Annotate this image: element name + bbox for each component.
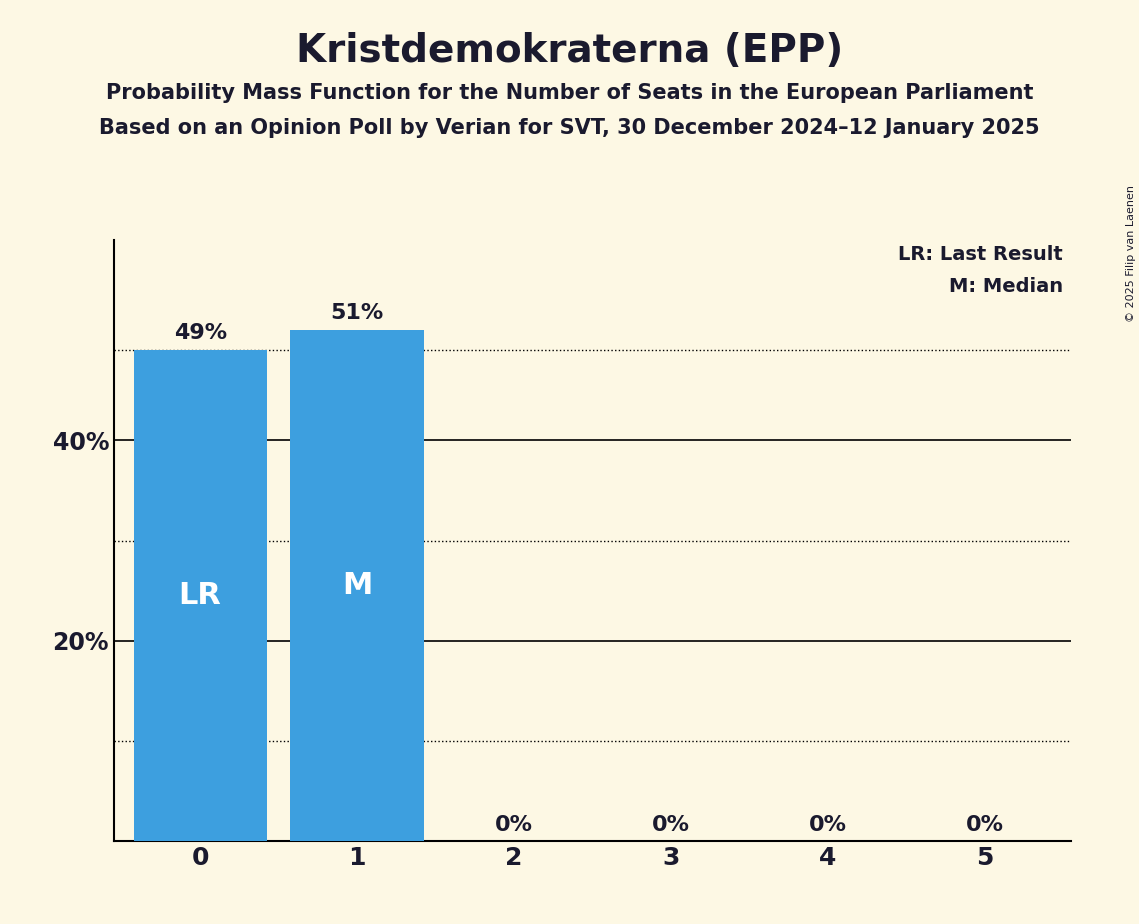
Text: Kristdemokraterna (EPP): Kristdemokraterna (EPP) [296, 32, 843, 70]
Text: LR: Last Result: LR: Last Result [898, 245, 1063, 264]
Text: 0%: 0% [652, 815, 690, 835]
Text: Based on an Opinion Poll by Verian for SVT, 30 December 2024–12 January 2025: Based on an Opinion Poll by Verian for S… [99, 118, 1040, 139]
Bar [133, 350, 267, 841]
Text: M: Median: M: Median [949, 277, 1063, 297]
Text: 0%: 0% [966, 815, 1003, 835]
Bar [290, 330, 424, 841]
Text: 0%: 0% [809, 815, 846, 835]
Text: © 2025 Filip van Laenen: © 2025 Filip van Laenen [1126, 185, 1136, 322]
Text: 49%: 49% [173, 323, 227, 344]
Text: Probability Mass Function for the Number of Seats in the European Parliament: Probability Mass Function for the Number… [106, 83, 1033, 103]
Text: M: M [342, 571, 372, 600]
Text: LR: LR [179, 581, 222, 610]
Text: 51%: 51% [330, 303, 384, 323]
Text: 0%: 0% [494, 815, 533, 835]
